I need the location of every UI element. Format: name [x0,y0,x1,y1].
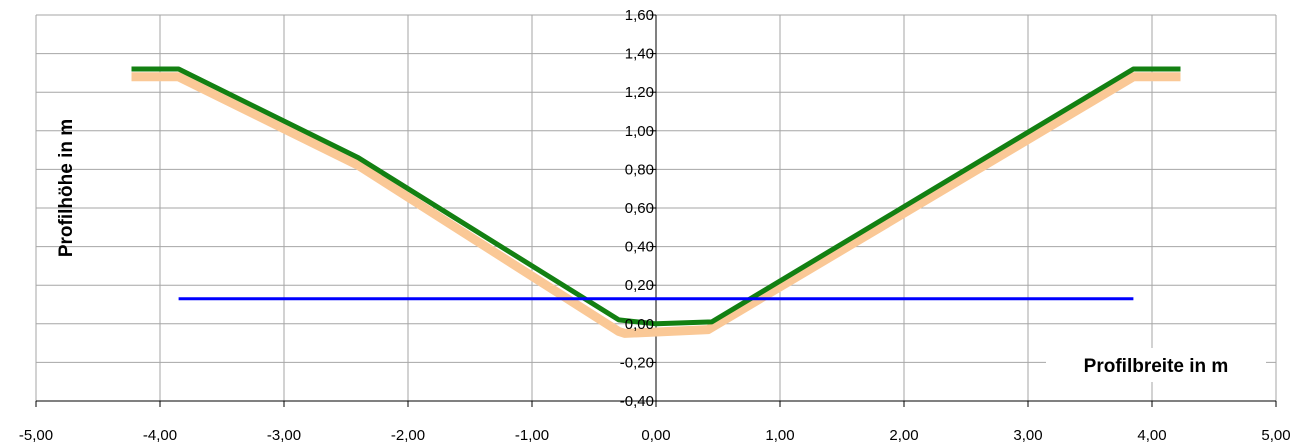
x-tick-label: 0,00 [641,427,670,444]
axis-titles: Profilbreite in m Profilhöhe in m [56,119,1266,382]
series-line-1 [131,72,1181,338]
y-tick-label: 0,00 [625,316,654,333]
tick-labels: -5,00 -4,00 -3,00 -2,00 -1,00 0,00 1,00 2,00 3,0… [19,7,1291,444]
y-tick-label: 0,20 [625,277,654,294]
x-tick-label: -3,00 [267,427,301,444]
y-tick-label: 1,20 [625,84,654,101]
x-tick-label: -5,00 [19,427,53,444]
x-tick-label: 4,00 [1137,427,1166,444]
y-tick-label: -0,20 [620,354,654,371]
y-tick-label: 1,60 [625,7,654,24]
x-axis-title: Profilbreite in m [1084,356,1229,377]
x-tick-label: -2,00 [391,427,425,444]
y-tick-label: 1,00 [625,123,654,140]
x-tick-label: 5,00 [1261,427,1290,444]
series-line-2 [131,66,1181,327]
y-tick-label: 0,80 [625,161,654,178]
y-tick-label: -0,40 [620,393,654,410]
data-series [131,66,1181,338]
x-tick-label: 1,00 [765,427,794,444]
x-tick-label: 2,00 [889,427,918,444]
y-axis-title: Profilhöhe in m [56,119,77,257]
x-axis-title-background [1046,348,1266,382]
y-tick-label: 0,60 [625,200,654,217]
y-tick-label: 0,40 [625,239,654,256]
y-tick-label: 1,40 [625,46,654,63]
x-tick-label: -1,00 [515,427,549,444]
x-tick-label: -4,00 [143,427,177,444]
x-tick-label: 3,00 [1013,427,1042,444]
